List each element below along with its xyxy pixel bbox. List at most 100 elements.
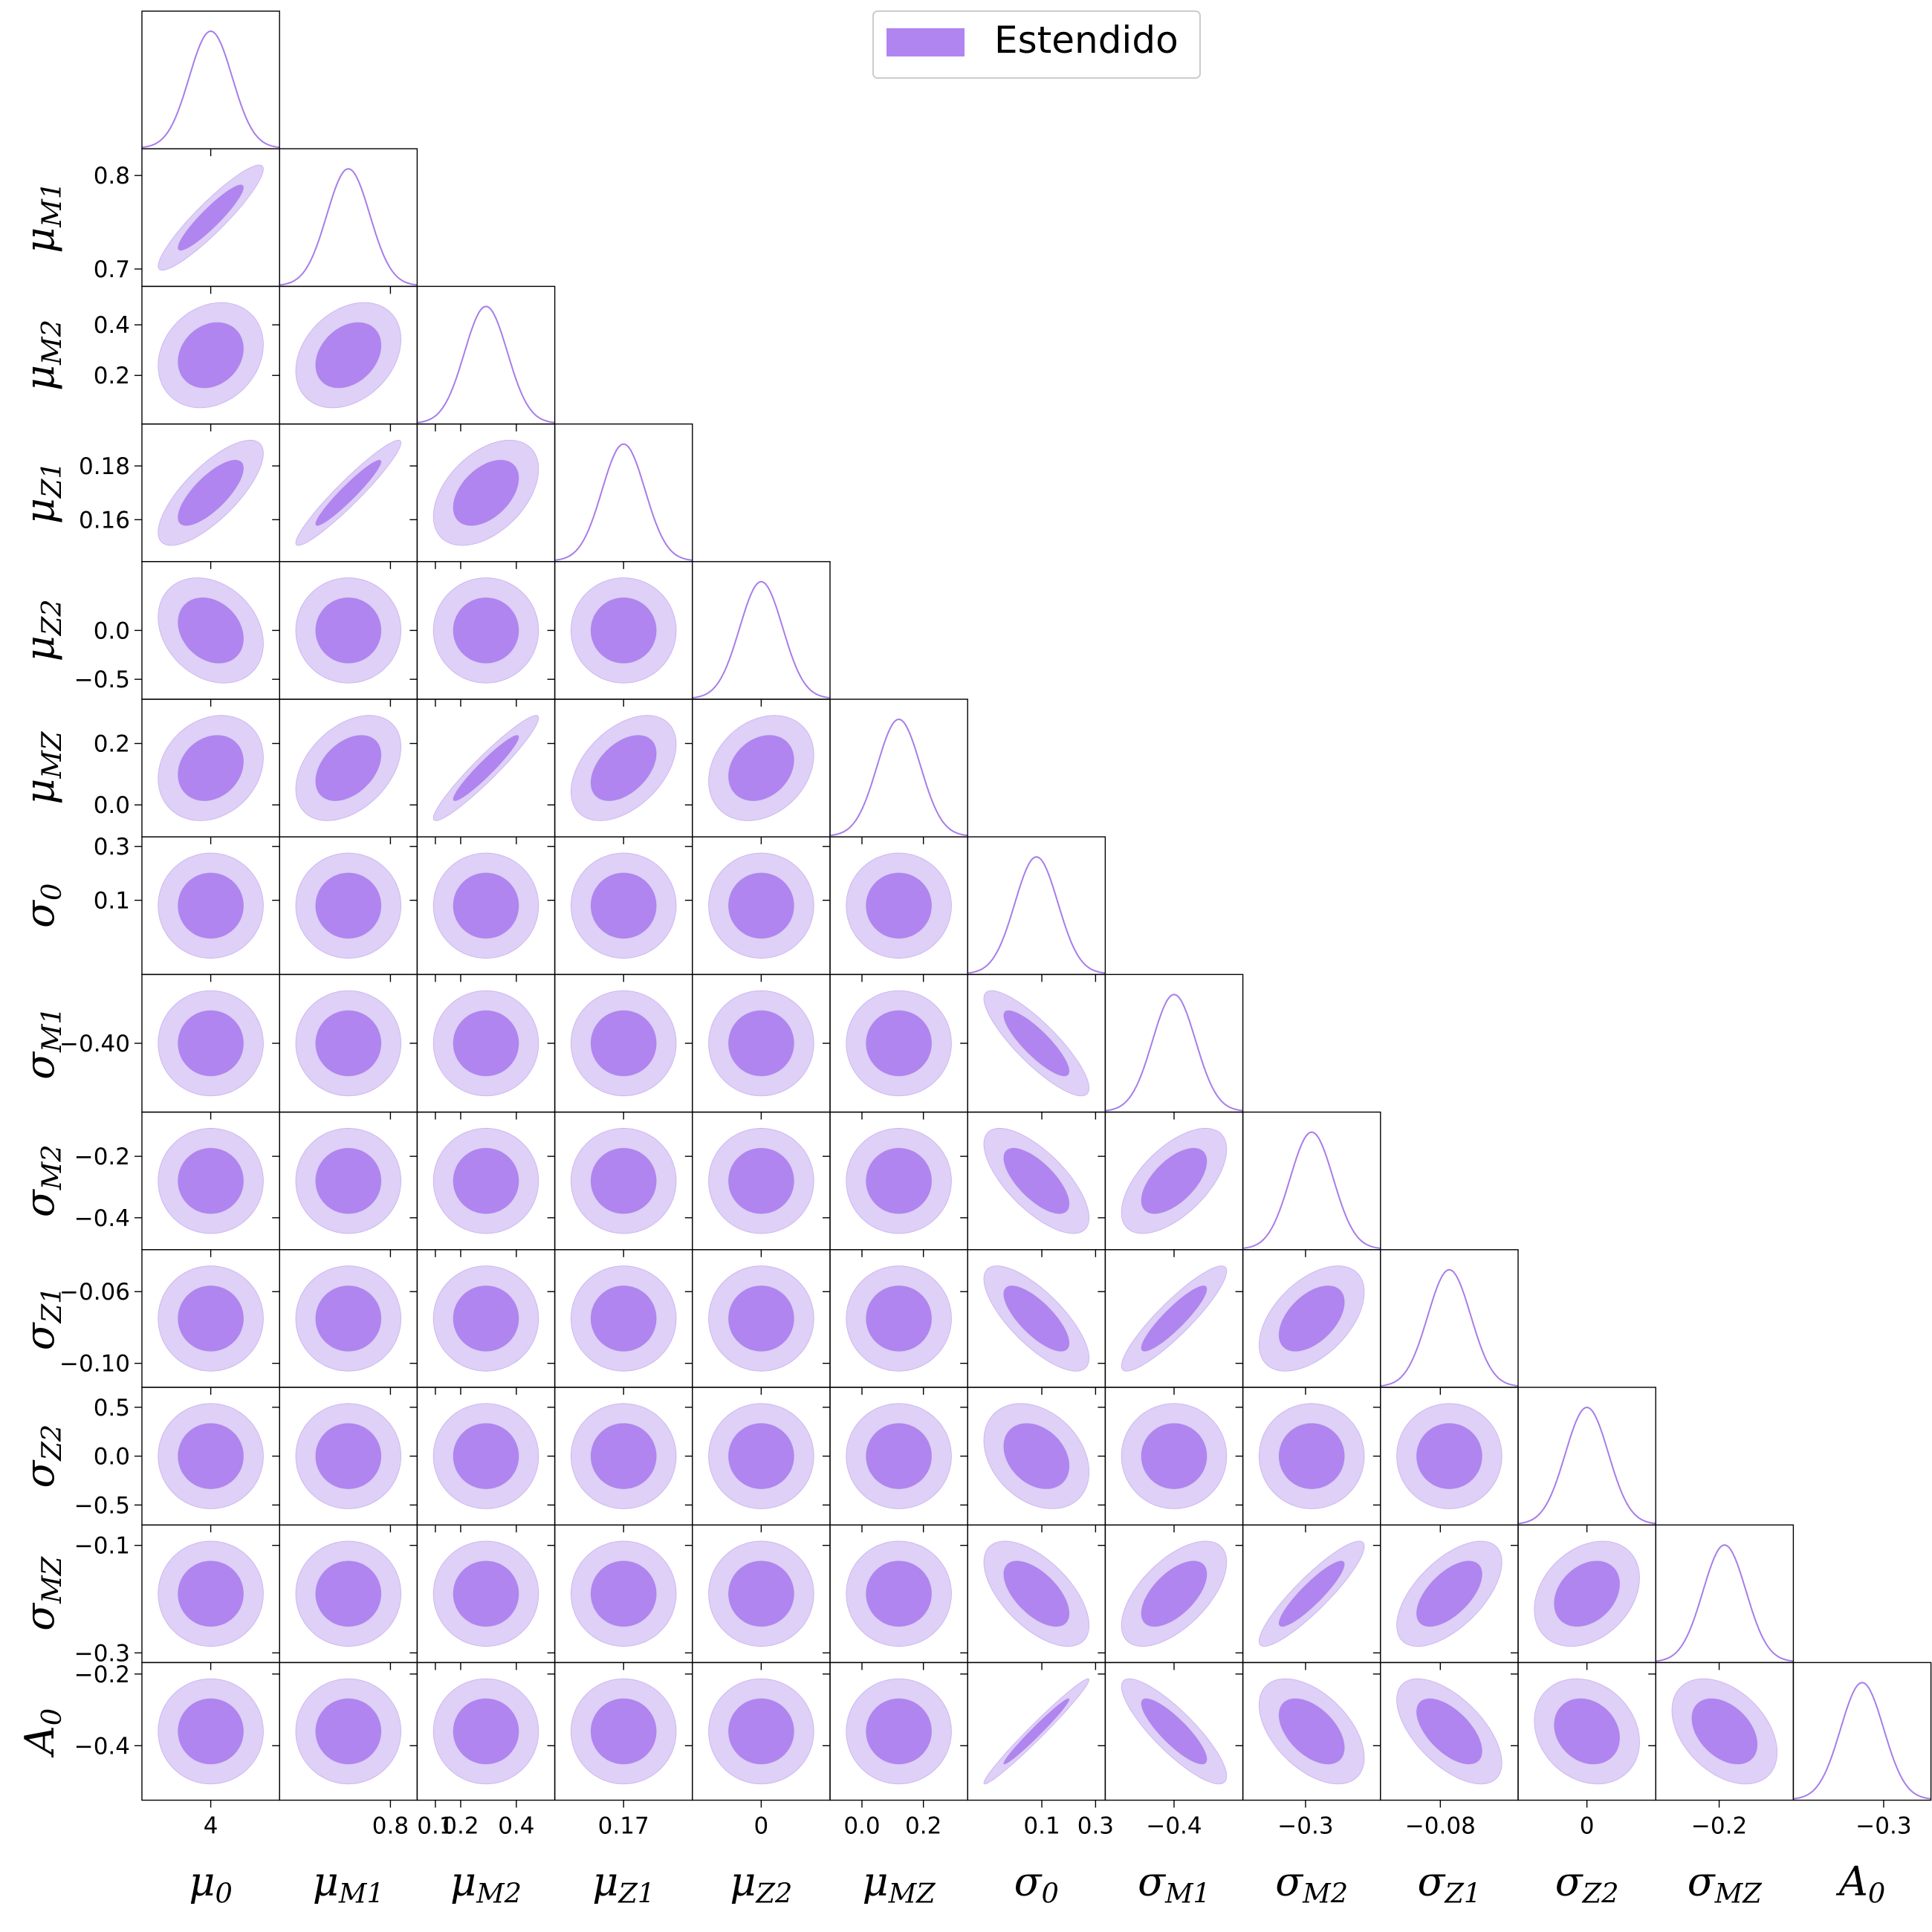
panel-body <box>1121 1403 1228 1509</box>
panel-sigmaM2-muM2 <box>409 1111 556 1257</box>
contour-1sigma-muM2-mu0 <box>178 322 244 389</box>
x-tick-label-muZ1: 0.17 <box>598 1813 649 1840</box>
axis-label-subscript: Z1 <box>1444 1878 1481 1910</box>
panel-body <box>846 1678 952 1785</box>
y-axis-label-sigmaMZ: σMZ <box>16 1555 68 1630</box>
axis-label-subscript: M1 <box>36 1007 68 1053</box>
y-tick-label-sigmaMZ: −0.3 <box>74 1640 130 1667</box>
contour-1sigma-sigmaZ2-muM2 <box>453 1423 519 1490</box>
panel-muZ2-muM2 <box>409 561 556 707</box>
x-tick-label-muM2: 0.4 <box>498 1813 534 1840</box>
panel-muM2-muM2 <box>416 285 556 432</box>
axis-label-base: σ <box>1138 1858 1167 1905</box>
panel-sigma0-muM1 <box>272 836 418 982</box>
axis-label-subscript: M2 <box>1302 1878 1348 1910</box>
contour-1sigma-sigmaZ2-sigmaM2 <box>1278 1423 1345 1490</box>
contour-1sigma-A0-muZ2 <box>727 1698 794 1765</box>
panel-body <box>1396 1540 1503 1647</box>
contour-1sigma-sigmaM2-muMZ <box>866 1147 933 1214</box>
contour-1sigma-sigmaM1-muM2 <box>453 1010 519 1077</box>
panel-body <box>1380 1268 1519 1387</box>
axis-label-subscript: 0 <box>36 884 68 901</box>
axis-label-subscript: M1 <box>1164 1878 1210 1910</box>
panel-body <box>158 1265 264 1372</box>
axis-label-subscript: MZ <box>1714 1878 1763 1910</box>
contour-1sigma-sigmaZ2-muM1 <box>315 1423 382 1490</box>
contour-1sigma-muMZ-muM2 <box>453 735 519 802</box>
x-axis-label-sigmaZ1: σZ1 <box>1418 1858 1482 1910</box>
panel-muZ1-muM1 <box>272 423 418 569</box>
contour-1sigma-muZ2-mu0 <box>178 597 244 664</box>
panel-body <box>570 1265 677 1372</box>
x-tick-label-sigma0: 0.1 <box>1023 1813 1060 1840</box>
panel-body <box>295 990 402 1097</box>
axis-label-subscript: M2 <box>36 1144 68 1190</box>
contour-1sigma-sigmaMZ-mu0 <box>178 1560 244 1627</box>
panel-body <box>279 168 418 286</box>
panel-body <box>570 1127 677 1234</box>
y-tick-label-sigmaM2: −0.4 <box>74 1205 130 1232</box>
panel-sigmaZ2-sigma0 <box>960 1387 1106 1533</box>
marginal-curve-sigmaZ1 <box>1380 1268 1519 1387</box>
panel-body <box>158 990 264 1097</box>
legend-swatch <box>886 28 965 56</box>
panel-muZ2-muZ2 <box>692 561 831 707</box>
contour-1sigma-sigmaZ1-sigmaM1 <box>1141 1285 1208 1352</box>
panel-sigmaMZ-sigmaZ1 <box>1372 1524 1519 1670</box>
contour-1sigma-sigmaZ1-muZ2 <box>727 1285 794 1352</box>
contour-1sigma-sigmaZ1-sigmaM2 <box>1278 1285 1345 1352</box>
axis-label-base: σ <box>1275 1858 1304 1905</box>
panel-body <box>846 1403 952 1509</box>
panel-sigmaM2-muZ2 <box>684 1111 831 1257</box>
x-tick-label-sigmaZ1: −0.08 <box>1405 1813 1476 1840</box>
axis-label-subscript: Z1 <box>36 1287 68 1324</box>
contour-1sigma-muZ1-muM1 <box>315 459 382 526</box>
axis-label-base: μ <box>16 365 63 391</box>
x-axis-label-muZ2: μZ2 <box>730 1858 792 1910</box>
panel-body <box>158 852 264 959</box>
panel-A0-sigmaZ1: −0.08 <box>1372 1662 1519 1840</box>
y-tick-label-sigmaZ2: 0.5 <box>94 1395 130 1422</box>
panel-sigmaZ2-muM2 <box>409 1387 556 1533</box>
contour-1sigma-sigmaM2-sigma0 <box>1003 1147 1070 1214</box>
y-tick-label-sigmaMZ: −0.1 <box>74 1533 130 1560</box>
panel-muMZ-muZ2 <box>684 698 831 845</box>
panel-body <box>158 1540 264 1647</box>
panel-sigma0-muMZ <box>823 836 968 982</box>
panel-sigmaM2-sigmaM1 <box>1098 1111 1244 1257</box>
panel-muM1-mu0: 0.8 0.7 <box>94 148 280 294</box>
contour-1sigma-muMZ-muZ1 <box>590 735 657 802</box>
y-axis-label-muZ1: μZ1 <box>16 461 68 524</box>
panel-sigmaZ2-muZ1 <box>547 1387 693 1533</box>
panel-body <box>158 577 264 684</box>
panel-body <box>295 1678 402 1785</box>
panel-sigmaZ1-sigmaM1 <box>1098 1249 1244 1395</box>
panel-body <box>846 1265 952 1372</box>
panel-sigmaM1-muMZ <box>823 973 968 1120</box>
panel-sigmaMZ-sigma0 <box>960 1524 1106 1670</box>
contour-1sigma-sigmaZ1-muM2 <box>453 1285 519 1352</box>
axis-label-base: A <box>16 1725 63 1758</box>
panel-body <box>1258 1678 1365 1785</box>
panel-sigmaM1-muM1 <box>272 973 418 1120</box>
panel-sigmaZ1-sigmaM2 <box>1235 1249 1381 1395</box>
panel-body <box>158 302 264 409</box>
contour-1sigma-sigmaMZ-muZ1 <box>590 1560 657 1627</box>
panel-body <box>846 990 952 1097</box>
axis-label-base: μ <box>189 1858 215 1905</box>
y-tick-label-sigma0: 0.3 <box>94 834 130 860</box>
panel-body <box>1242 1131 1381 1249</box>
marginal-curve-sigmaZ2 <box>1518 1406 1656 1525</box>
panel-sigmaM1-muM2 <box>409 973 556 1120</box>
panel-sigma0-muM2 <box>409 836 556 982</box>
axis-label-subscript: Z1 <box>36 461 68 499</box>
contour-1sigma-A0-muM1 <box>315 1698 382 1765</box>
panel-body <box>1518 1406 1656 1525</box>
panel-sigmaZ1-sigma0 <box>960 1249 1106 1395</box>
panel-body <box>1656 1544 1794 1662</box>
panel-muMZ-mu0: 0.2 0.0 <box>94 698 280 845</box>
panel-body <box>158 164 264 271</box>
panel-body <box>295 1265 402 1372</box>
panel-sigmaZ2-sigmaM1 <box>1098 1387 1244 1533</box>
contour-1sigma-sigma0-muM2 <box>453 872 519 939</box>
